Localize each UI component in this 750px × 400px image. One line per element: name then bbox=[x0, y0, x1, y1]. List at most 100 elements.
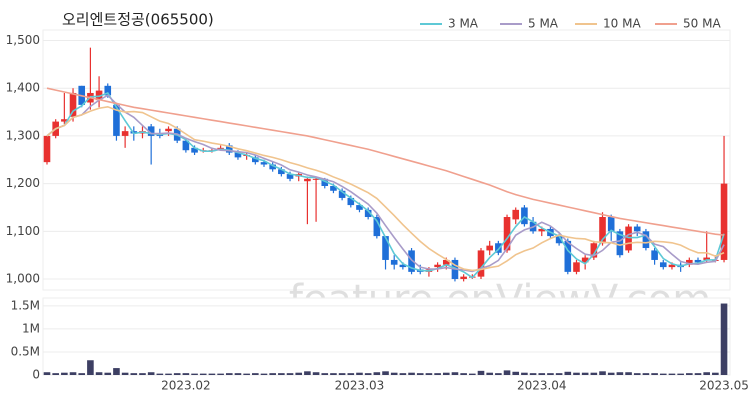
candle-body bbox=[69, 92, 77, 117]
y-tick-label: 0 bbox=[32, 368, 40, 382]
volume-bar bbox=[668, 373, 676, 375]
volume-bar bbox=[555, 373, 563, 375]
candle-body bbox=[399, 264, 407, 268]
candle-body bbox=[147, 126, 155, 136]
candle-body bbox=[165, 128, 172, 132]
y-tick-label: 1,100 bbox=[6, 224, 40, 238]
volume-bar bbox=[599, 371, 606, 375]
chart-title: 오리엔트정공(065500) bbox=[62, 11, 214, 29]
volume-bar bbox=[364, 373, 372, 375]
x-tick-label: 2023.03 bbox=[335, 379, 385, 393]
volume-bar bbox=[286, 373, 294, 375]
candle-body bbox=[460, 276, 467, 280]
candle-body bbox=[260, 162, 268, 165]
volume-bar bbox=[347, 373, 355, 375]
volume-bar bbox=[234, 373, 242, 375]
candle-body bbox=[373, 217, 381, 237]
volume-bar bbox=[451, 372, 459, 375]
volume-bar bbox=[130, 373, 138, 375]
candle-body bbox=[113, 104, 120, 136]
x-tick-label: 2023.04 bbox=[517, 379, 567, 393]
candle-body bbox=[703, 257, 710, 260]
candle-body bbox=[625, 226, 632, 251]
volume-bar bbox=[477, 370, 485, 375]
x-tick-label: 2023.02 bbox=[161, 379, 211, 393]
volume-bar bbox=[278, 373, 285, 375]
legend-label: 50 MA bbox=[683, 17, 721, 31]
candle-body bbox=[590, 243, 598, 258]
volume-bar bbox=[191, 373, 198, 375]
legend-label: 10 MA bbox=[603, 17, 641, 31]
candle-body bbox=[390, 259, 398, 265]
candle-body bbox=[234, 152, 242, 158]
candle-body bbox=[278, 169, 285, 175]
volume-bar bbox=[390, 372, 398, 375]
candle-body bbox=[286, 174, 294, 179]
volume-bar bbox=[703, 372, 710, 375]
y-tick-label: 1,300 bbox=[6, 128, 40, 142]
volume-bar bbox=[52, 373, 59, 375]
candle-body bbox=[633, 226, 641, 232]
candle-body bbox=[642, 231, 650, 249]
volume-bar bbox=[686, 373, 693, 375]
volume-bar bbox=[547, 373, 554, 375]
volume-bar bbox=[416, 373, 424, 375]
volume-bar bbox=[512, 371, 520, 375]
volume-bar bbox=[217, 373, 224, 375]
volume-bar bbox=[616, 372, 624, 375]
legend-label: 3 MA bbox=[448, 17, 479, 31]
volume-bar bbox=[495, 373, 502, 375]
volume-bar bbox=[182, 373, 190, 375]
candle-body bbox=[564, 240, 572, 272]
volume-bar bbox=[156, 373, 164, 375]
y-tick-label: 1,000 bbox=[6, 272, 40, 286]
volume-bar bbox=[538, 373, 546, 375]
volume-bar bbox=[121, 372, 129, 375]
volume-bar bbox=[659, 373, 667, 375]
candle-body bbox=[434, 264, 441, 268]
candle-body bbox=[599, 217, 606, 244]
volume-bar bbox=[43, 372, 51, 375]
volume-bar bbox=[78, 373, 86, 375]
candle-body bbox=[581, 257, 589, 263]
volume-bar bbox=[225, 373, 233, 375]
volume-bar bbox=[651, 373, 658, 375]
volume-bar bbox=[529, 373, 537, 375]
volume-bar bbox=[87, 360, 94, 375]
y-tick-label: 1,400 bbox=[6, 81, 40, 95]
candle-body bbox=[512, 209, 520, 220]
y-tick-label: 1.5M bbox=[11, 298, 40, 312]
volume-bar bbox=[442, 372, 450, 375]
volume-bar bbox=[694, 373, 702, 375]
volume-bar bbox=[330, 373, 337, 375]
candle-body bbox=[668, 264, 676, 268]
candle-body bbox=[442, 259, 450, 265]
candle-body bbox=[477, 250, 485, 277]
candle-body bbox=[104, 85, 112, 96]
volume-bar bbox=[95, 372, 103, 375]
volume-bar bbox=[338, 373, 346, 375]
candle-body bbox=[573, 262, 580, 272]
volume-bar bbox=[503, 370, 511, 375]
candle-body bbox=[364, 209, 372, 218]
y-tick-label: 0.5M bbox=[11, 344, 40, 358]
candle-body bbox=[95, 90, 103, 101]
volume-bar bbox=[677, 373, 684, 375]
volume-bar bbox=[564, 371, 572, 375]
volume-bar bbox=[104, 372, 112, 375]
candle-body bbox=[555, 236, 563, 244]
ma-line bbox=[46, 87, 725, 236]
volume-bar bbox=[425, 373, 433, 375]
volume-bar bbox=[139, 373, 146, 375]
volume-bar bbox=[633, 373, 641, 375]
volume-bar bbox=[712, 372, 719, 375]
volume-bar bbox=[399, 373, 407, 375]
candle-body bbox=[43, 135, 51, 163]
candle-body bbox=[686, 259, 693, 265]
volume-bar bbox=[625, 372, 632, 375]
candle-body bbox=[538, 228, 546, 232]
volume-bar bbox=[321, 373, 329, 375]
volume-bar bbox=[208, 373, 216, 375]
candle-body bbox=[503, 217, 511, 251]
y-tick-label: 1M bbox=[22, 321, 40, 335]
